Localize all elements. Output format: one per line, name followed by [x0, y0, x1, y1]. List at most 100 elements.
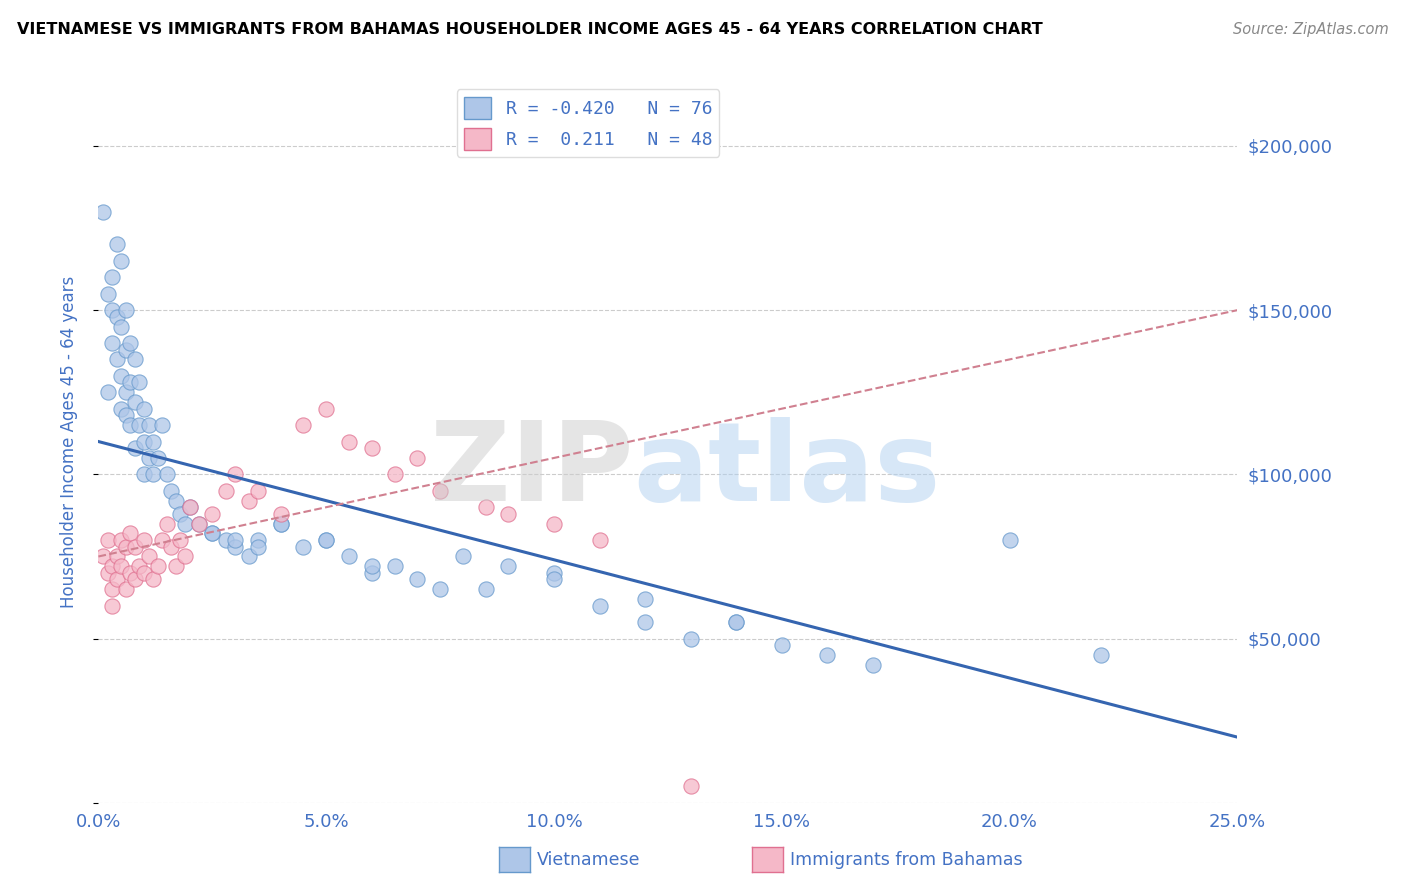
Point	[142, 434, 165, 449]
Point	[270, 516, 292, 531]
Point	[862, 657, 884, 672]
Point	[110, 253, 132, 268]
Point	[187, 516, 209, 531]
Point	[128, 376, 150, 390]
Point	[429, 582, 451, 597]
Point	[174, 549, 197, 564]
Point	[156, 467, 179, 482]
Point	[543, 573, 565, 587]
Point	[120, 526, 142, 541]
Text: Source: ZipAtlas.com: Source: ZipAtlas.com	[1233, 22, 1389, 37]
Point	[998, 533, 1021, 547]
Point	[124, 352, 146, 367]
Point	[128, 418, 150, 433]
Point	[105, 549, 128, 564]
Point	[120, 418, 142, 433]
Point	[384, 467, 406, 482]
Text: atlas: atlas	[634, 417, 941, 524]
Point	[101, 559, 124, 574]
Point	[238, 493, 260, 508]
Point	[474, 582, 496, 597]
Point	[201, 507, 224, 521]
Point	[179, 500, 201, 515]
Point	[406, 450, 429, 465]
Point	[725, 615, 748, 630]
Point	[96, 566, 118, 580]
Point	[110, 368, 132, 383]
Text: Vietnamese: Vietnamese	[537, 851, 641, 869]
Point	[246, 540, 269, 554]
Point	[292, 418, 315, 433]
Point	[270, 507, 292, 521]
Point	[292, 540, 315, 554]
Point	[634, 615, 657, 630]
Point	[101, 270, 124, 285]
Point	[179, 500, 201, 515]
Point	[315, 533, 337, 547]
Point	[105, 237, 128, 252]
Point	[169, 533, 191, 547]
Y-axis label: Householder Income Ages 45 - 64 years: Householder Income Ages 45 - 64 years	[59, 276, 77, 607]
Point	[451, 549, 474, 564]
Point	[360, 559, 382, 574]
Point	[128, 559, 150, 574]
Point	[138, 418, 160, 433]
Point	[429, 483, 451, 498]
Point	[124, 573, 146, 587]
Point	[101, 599, 124, 613]
Point	[238, 549, 260, 564]
Point	[132, 533, 155, 547]
Point	[246, 533, 269, 547]
Point	[132, 434, 155, 449]
Point	[224, 540, 246, 554]
Point	[120, 336, 142, 351]
Point	[132, 401, 155, 416]
Point	[770, 638, 793, 652]
Point	[150, 418, 173, 433]
Point	[165, 559, 187, 574]
Point	[110, 401, 132, 416]
Point	[96, 286, 118, 301]
Text: ZIP: ZIP	[430, 417, 634, 524]
Point	[124, 540, 146, 554]
Text: VIETNAMESE VS IMMIGRANTS FROM BAHAMAS HOUSEHOLDER INCOME AGES 45 - 64 YEARS CORR: VIETNAMESE VS IMMIGRANTS FROM BAHAMAS HO…	[17, 22, 1043, 37]
Point	[474, 500, 496, 515]
Point	[114, 540, 136, 554]
Legend: R = -0.420   N = 76, R =  0.211   N = 48: R = -0.420 N = 76, R = 0.211 N = 48	[457, 89, 720, 157]
Point	[101, 303, 124, 318]
Point	[142, 573, 165, 587]
Point	[406, 573, 429, 587]
Point	[588, 599, 610, 613]
Point	[725, 615, 748, 630]
Point	[315, 401, 337, 416]
Point	[165, 493, 187, 508]
Point	[337, 549, 360, 564]
Point	[91, 549, 114, 564]
Point	[543, 516, 565, 531]
Point	[110, 533, 132, 547]
Point	[105, 573, 128, 587]
Point	[110, 319, 132, 334]
Point	[138, 549, 160, 564]
Point	[1090, 648, 1112, 662]
Point	[588, 533, 610, 547]
Point	[498, 507, 520, 521]
Point	[96, 385, 118, 400]
Point	[146, 559, 169, 574]
Point	[124, 395, 146, 409]
Point	[132, 467, 155, 482]
Point	[815, 648, 838, 662]
Point	[187, 516, 209, 531]
Point	[120, 376, 142, 390]
Point	[114, 303, 136, 318]
Text: Immigrants from Bahamas: Immigrants from Bahamas	[790, 851, 1022, 869]
Point	[224, 533, 246, 547]
Point	[270, 516, 292, 531]
Point	[142, 467, 165, 482]
Point	[146, 450, 169, 465]
Point	[114, 582, 136, 597]
Point	[156, 516, 179, 531]
Point	[679, 780, 702, 794]
Point	[150, 533, 173, 547]
Point	[114, 385, 136, 400]
